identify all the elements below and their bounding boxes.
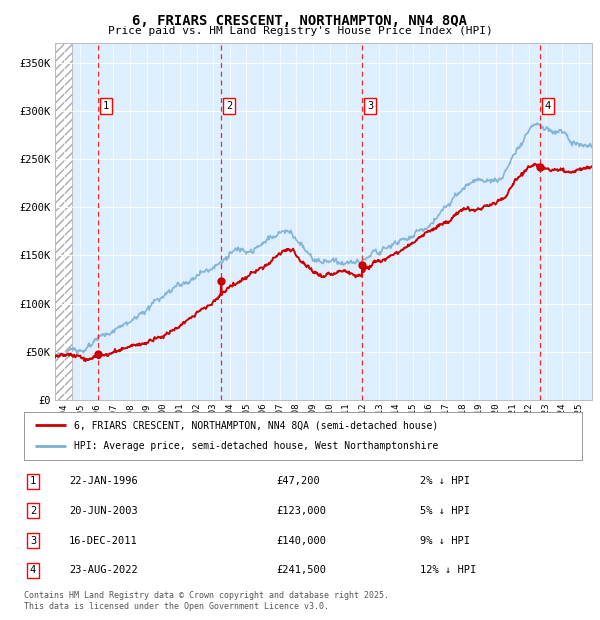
- Text: 1: 1: [30, 476, 36, 486]
- Text: £123,000: £123,000: [276, 506, 326, 516]
- Text: 22-JAN-1996: 22-JAN-1996: [69, 476, 138, 486]
- Text: £241,500: £241,500: [276, 565, 326, 575]
- Text: 2: 2: [226, 101, 232, 111]
- Text: 2% ↓ HPI: 2% ↓ HPI: [420, 476, 470, 486]
- Text: £140,000: £140,000: [276, 536, 326, 546]
- Text: 4: 4: [30, 565, 36, 575]
- Text: 3: 3: [367, 101, 373, 111]
- Text: £47,200: £47,200: [276, 476, 320, 486]
- Text: HPI: Average price, semi-detached house, West Northamptonshire: HPI: Average price, semi-detached house,…: [74, 441, 439, 451]
- Text: 3: 3: [30, 536, 36, 546]
- Text: Contains HM Land Registry data © Crown copyright and database right 2025.
This d: Contains HM Land Registry data © Crown c…: [24, 591, 389, 611]
- Text: 2: 2: [30, 506, 36, 516]
- Text: 5% ↓ HPI: 5% ↓ HPI: [420, 506, 470, 516]
- Text: 6, FRIARS CRESCENT, NORTHAMPTON, NN4 8QA (semi-detached house): 6, FRIARS CRESCENT, NORTHAMPTON, NN4 8QA…: [74, 420, 439, 430]
- Text: Price paid vs. HM Land Registry's House Price Index (HPI): Price paid vs. HM Land Registry's House …: [107, 26, 493, 36]
- Text: 20-JUN-2003: 20-JUN-2003: [69, 506, 138, 516]
- Text: 1: 1: [103, 101, 109, 111]
- Text: 23-AUG-2022: 23-AUG-2022: [69, 565, 138, 575]
- Text: 16-DEC-2011: 16-DEC-2011: [69, 536, 138, 546]
- Text: 12% ↓ HPI: 12% ↓ HPI: [420, 565, 476, 575]
- Text: 9% ↓ HPI: 9% ↓ HPI: [420, 536, 470, 546]
- Text: 6, FRIARS CRESCENT, NORTHAMPTON, NN4 8QA: 6, FRIARS CRESCENT, NORTHAMPTON, NN4 8QA: [133, 14, 467, 28]
- Text: 4: 4: [545, 101, 551, 111]
